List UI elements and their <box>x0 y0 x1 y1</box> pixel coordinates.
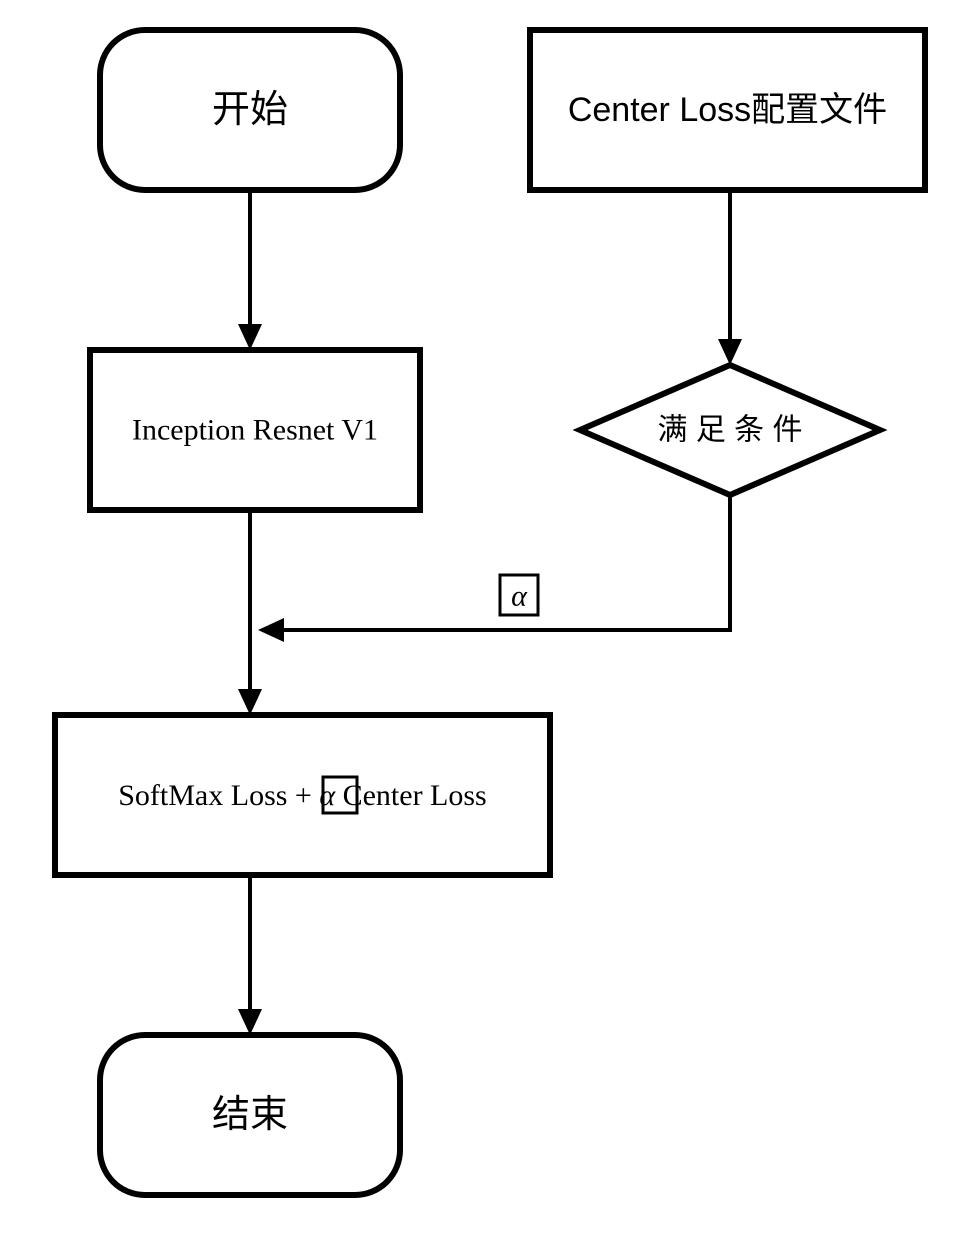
end-label: 结束 <box>212 1094 288 1136</box>
arrow-loss-to-end <box>238 875 262 1035</box>
arrow-start-to-inception <box>238 190 262 350</box>
config-node: Center Loss配置文件 <box>530 30 925 190</box>
inception-node: Inception Resnet V1 <box>90 350 420 510</box>
start-node: 开始 <box>100 30 400 190</box>
config-label: Center Loss配置文件 <box>568 91 887 129</box>
loss-label: SoftMax Loss + α Center Loss <box>118 779 486 812</box>
loss-node: SoftMax Loss + α Center Loss <box>55 715 550 875</box>
arrow-decision-to-merge <box>258 495 730 642</box>
decision-node: 满 足 条 件 <box>580 365 880 495</box>
decision-label: 满 足 条 件 <box>657 414 802 447</box>
alpha-label-text: α <box>511 580 528 613</box>
inception-label: Inception Resnet V1 <box>132 414 378 447</box>
end-node: 结束 <box>100 1035 400 1195</box>
start-label: 开始 <box>212 89 288 131</box>
alpha-label: α <box>500 575 538 615</box>
arrow-config-to-decision <box>718 190 742 365</box>
arrow-inception-to-loss <box>238 510 262 715</box>
